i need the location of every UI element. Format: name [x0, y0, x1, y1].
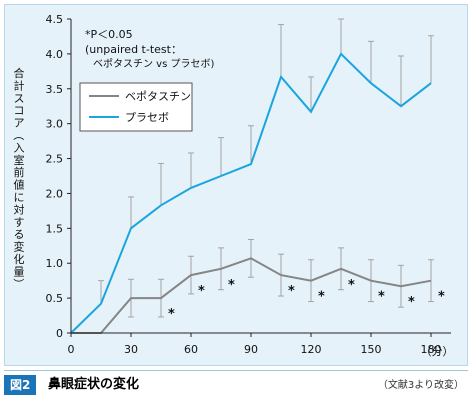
x-tick-label: 90	[244, 343, 258, 356]
y-axis-label-char: 合	[14, 66, 25, 80]
error-bar	[338, 247, 344, 291]
y-axis-label-char: （	[12, 130, 25, 141]
significance-star: *	[348, 278, 355, 293]
error-bar	[428, 35, 434, 84]
y-axis-label-char: 値	[14, 179, 25, 192]
significance-star: *	[438, 290, 445, 305]
significance-star: *	[198, 284, 205, 299]
error-bar	[218, 137, 224, 176]
legend: ベポタスチン プラセボ	[79, 82, 193, 132]
error-bar	[278, 24, 284, 77]
y-tick-label: 1.5	[46, 222, 64, 235]
error-bar	[158, 278, 164, 318]
x-tick-label: 60	[184, 343, 198, 356]
error-bar	[308, 76, 314, 112]
error-bar	[248, 125, 254, 165]
significance-star: *	[288, 284, 295, 299]
significance-star: *	[228, 278, 235, 293]
significance-star: *	[168, 307, 175, 322]
error-bar	[368, 259, 374, 303]
y-tick-label: 2.0	[46, 187, 64, 200]
figure-caption: 図2 鼻眼症状の変化 （文献3より改変）	[4, 370, 468, 397]
significance-note-line: ベポタスチン vs プラセボ)	[93, 58, 214, 70]
error-bar	[338, 18, 344, 54]
figure-source-note: （文献3より改変）	[377, 380, 464, 391]
error-bar	[428, 259, 434, 303]
y-tick-label: 3.0	[46, 118, 64, 131]
x-axis-unit: （分）	[421, 345, 454, 358]
y-tick-label: 2.5	[46, 153, 64, 166]
y-axis-label-char: 化	[14, 252, 25, 266]
x-tick-label: 120	[301, 343, 322, 356]
legend-label-bepotastine: ベポタスチン	[125, 90, 191, 103]
y-axis-label-char: 変	[14, 240, 25, 254]
y-axis-label-char: る	[14, 228, 25, 241]
significance-star: *	[318, 290, 325, 305]
y-tick-label: 4.5	[46, 13, 64, 26]
legend-box	[79, 82, 193, 132]
y-tick-label: 0	[56, 327, 63, 340]
error-bar	[398, 264, 404, 308]
significance-note-line: (unpaired t-test：	[85, 43, 182, 56]
y-axis-label-char: ス	[14, 92, 25, 105]
y-axis-label-char: ア	[14, 117, 25, 130]
x-tick-label: 30	[124, 343, 138, 356]
significance-note: *P＜0.05 (unpaired t-test： ベポタスチン vs プラセボ…	[85, 28, 214, 70]
significance-star: *	[378, 290, 385, 305]
y-axis-label-char: ）	[12, 278, 25, 289]
x-tick-label: 0	[68, 343, 75, 356]
y-tick-label: 4.0	[46, 48, 64, 61]
y-axis-label-char: 計	[14, 78, 25, 92]
y-tick-label: 3.5	[46, 83, 64, 96]
chart-panel: 合計スコア（入室前値に対する変化量） 0 0.5 1.0 1.5 2.0 2.5 3.0 3.…	[4, 4, 468, 366]
y-axis-label-char: 前	[14, 165, 25, 179]
error-bar	[398, 55, 404, 107]
series-line-bepotastine	[71, 257, 432, 334]
x-tick-label: 150	[361, 343, 382, 356]
y-tick-label: 0.5	[46, 292, 64, 305]
error-bar	[188, 152, 194, 188]
error-bar	[308, 259, 314, 303]
error-bar	[98, 280, 104, 304]
error-bar	[278, 253, 284, 297]
y-axis-label-char: 量	[14, 265, 25, 278]
error-bar	[188, 255, 194, 295]
y-axis-label-char: す	[14, 216, 25, 229]
figure-title: 鼻眼症状の変化	[48, 377, 140, 392]
error-bar	[218, 247, 224, 291]
legend-label-placebo: プラセボ	[125, 111, 169, 124]
error-bar	[128, 196, 134, 229]
y-axis-label-char: に	[14, 191, 25, 204]
series-line-placebo	[70, 52, 432, 334]
error-bar	[158, 162, 164, 206]
y-axis-label-char: 対	[14, 202, 25, 216]
x-tick-label: 180	[421, 343, 442, 356]
error-bar	[368, 40, 374, 84]
y-axis-label-char: コ	[14, 104, 25, 117]
error-bar	[128, 278, 134, 318]
error-bar	[248, 238, 254, 278]
y-axis-label-char: 入	[14, 141, 25, 154]
y-tick-label: 1.0	[46, 257, 64, 270]
significance-star: *	[408, 295, 415, 310]
figure-number-badge: 図2	[4, 375, 37, 395]
y-axis-label-char: 室	[14, 153, 25, 167]
significance-note-line: *P＜0.05	[85, 28, 133, 41]
